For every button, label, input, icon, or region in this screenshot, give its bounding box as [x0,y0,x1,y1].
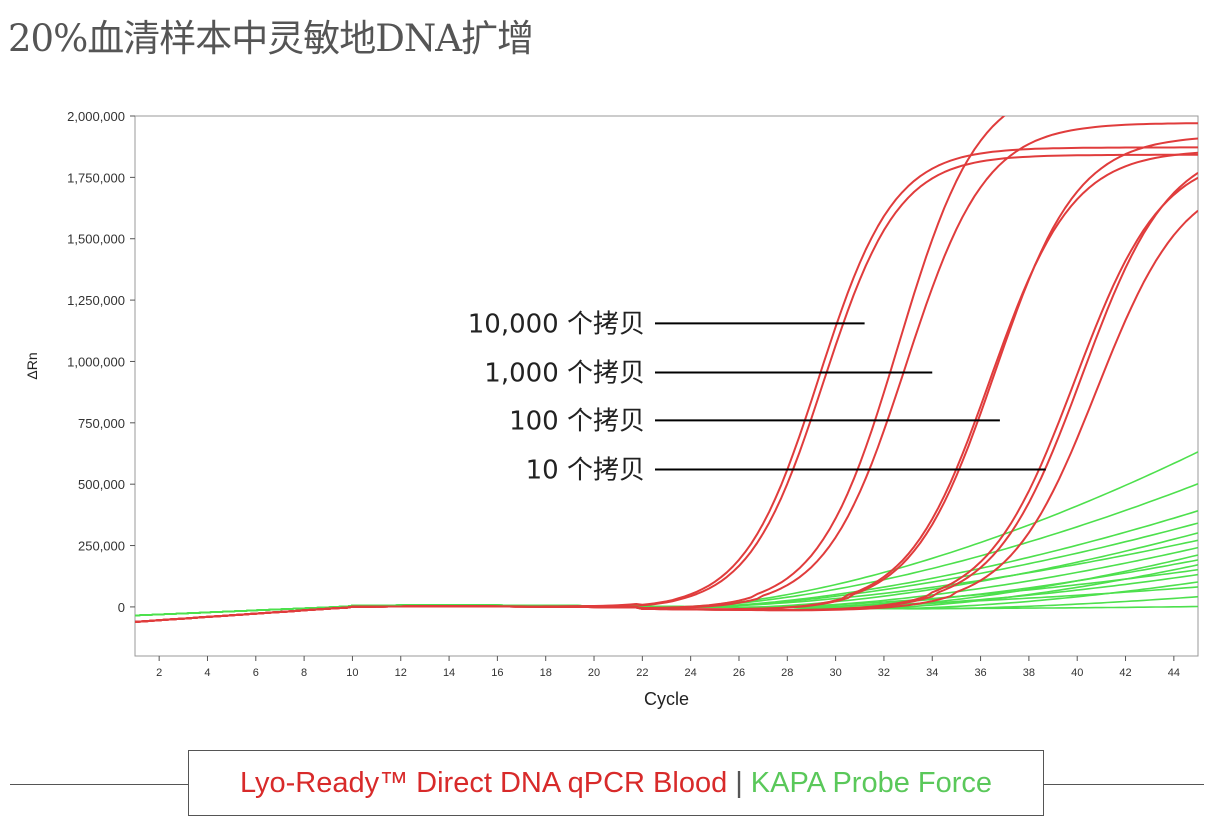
qpcr-amplification-chart: 10,000 个拷贝 1,000 个拷贝 100 个拷贝 10 个拷贝 0 250,00… [24,109,1199,709]
annotation-label: 100 个拷贝 [509,406,645,436]
x-tick-label: 10 [346,667,358,679]
y-axis-title: ΔRn [24,352,40,379]
plot-area [134,115,1199,657]
legend-rule-left [10,784,188,785]
x-tick-label: 8 [301,667,307,679]
legend-box: Lyo-Ready™ Direct DNA qPCR Blood | KAPA … [188,750,1044,816]
x-tick-label: 4 [204,667,210,679]
y-tick-label: 2,000,000 [67,109,125,124]
y-tick-label: 750,000 [78,416,125,431]
x-tick-label: 40 [1071,667,1083,679]
legend-rule-right [1044,784,1204,785]
x-tick-label: 18 [540,667,552,679]
annotation-group: 10,000 个拷贝 1,000 个拷贝 100 个拷贝 10 个拷贝 [468,309,1046,485]
x-tick-label: 6 [253,667,259,679]
axis-group: 0 250,000 500,000 750,000 1,000,000 1,250,000… [24,109,1180,709]
red-series-group [135,116,1198,623]
x-tick-label: 28 [781,667,793,679]
annotation-label: 10,000 个拷贝 [468,309,645,339]
plot-frame [134,115,1199,657]
legend-label-red: Lyo-Ready™ Direct DNA qPCR Blood [239,766,728,799]
x-tick-label: 22 [636,667,648,679]
x-tick-label: 2 [156,667,162,679]
x-tick-label: 44 [1168,667,1180,679]
page-title: 20%血清样本中灵敏地DNA扩增 [8,17,534,60]
y-tick-label: 1,250,000 [67,293,125,308]
annotation-label: 10 个拷贝 [526,455,645,485]
y-tick-label: 1,750,000 [67,170,125,185]
x-tick-label: 24 [685,667,697,679]
x-tick-label: 30 [829,667,841,679]
y-tick-label: 500,000 [78,477,125,492]
x-tick-label: 34 [926,667,938,679]
x-tick-label: 20 [588,667,600,679]
annotation-label: 1,000 个拷贝 [484,359,645,389]
x-axis-title: Cycle [644,689,689,709]
x-tick-label: 26 [733,667,745,679]
y-tick-label: 1,500,000 [67,232,125,247]
red-series-line-9 [135,209,1198,623]
x-tick-label: 38 [1023,667,1035,679]
y-tick-label: 1,000,000 [67,354,125,369]
legend-label-green: KAPA Probe Force [750,766,993,799]
x-tick-label: 36 [974,667,986,679]
x-tick-label: 12 [395,667,407,679]
y-tick-label: 0 [118,600,125,615]
legend-separator: | [735,766,743,799]
x-tick-label: 42 [1119,667,1131,679]
x-tick-label: 14 [443,667,455,679]
x-tick-label: 16 [491,667,503,679]
y-tick-label: 250,000 [78,539,125,554]
x-tick-label: 32 [878,667,890,679]
